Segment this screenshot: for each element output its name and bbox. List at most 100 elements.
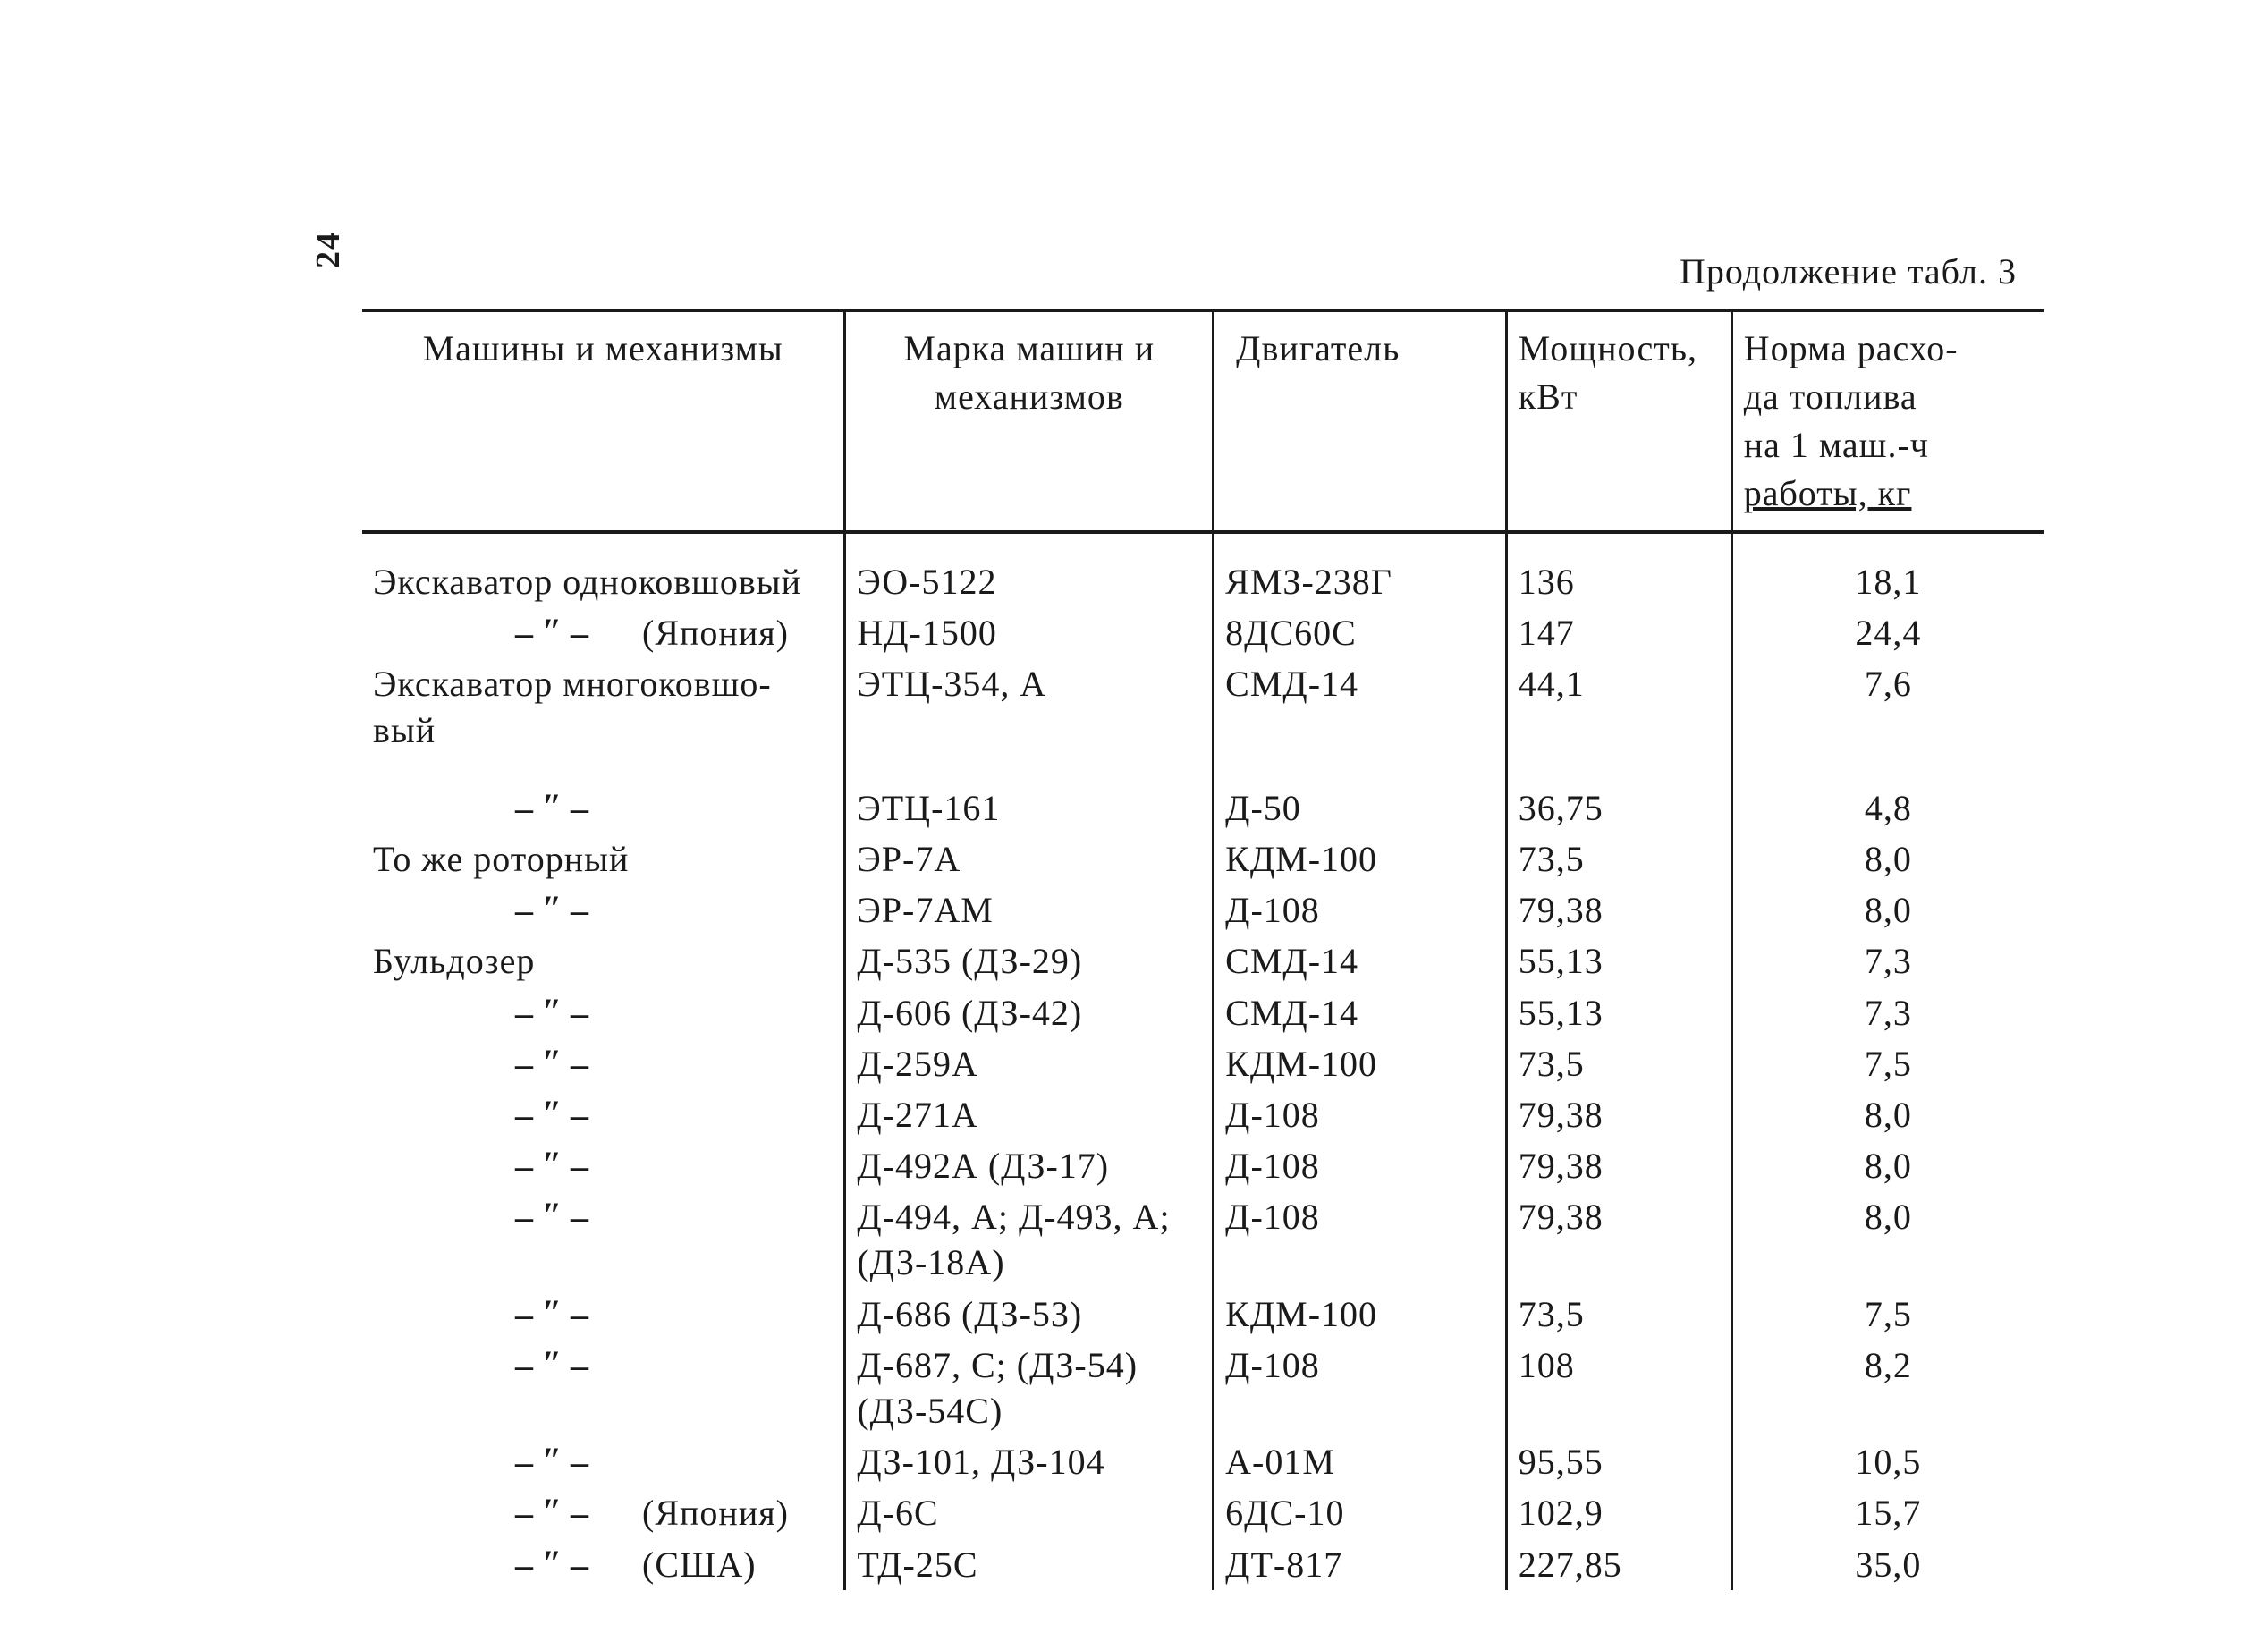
cell-mark: ЭТЦ-354, А — [845, 658, 1214, 755]
cell-mark: Д-686 (ДЗ-53) — [845, 1289, 1214, 1340]
cell-engine: КДМ-100 — [1214, 833, 1507, 884]
machine-ditto: –″– — [373, 1345, 632, 1385]
cell-norm: 35,0 — [1731, 1539, 2044, 1590]
cell-mark: Д-687, С; (ДЗ-54)(ДЗ-54С) — [845, 1340, 1214, 1436]
machine-suffix: (Япония) — [632, 613, 789, 653]
mark-value: ЭР-7А — [857, 839, 961, 879]
cell-norm: 24,4 — [1731, 607, 2044, 658]
cell-power: 95,55 — [1506, 1436, 1731, 1487]
cell-machine: То же роторный — [362, 833, 845, 884]
machine-label: вый — [373, 710, 436, 750]
machine-ditto: –″– — [373, 1442, 632, 1482]
cell-engine: Д-108 — [1214, 1089, 1507, 1140]
cell-power: 36,75 — [1506, 783, 1731, 833]
cell-mark: Д-492А (ДЗ-17) — [845, 1140, 1214, 1191]
table-row: Экскаватор многоковшо-выйЭТЦ-354, АСМД-1… — [362, 658, 2044, 755]
cell-machine: –″– — [362, 1089, 845, 1140]
cell-power: 227,85 — [1506, 1539, 1731, 1590]
ditto-mark: –″– — [471, 990, 632, 1036]
col-header-norm-l1: Норма расхо- — [1744, 328, 1959, 368]
machine-label: Экскаватор одноковшовый — [373, 562, 801, 602]
cell-engine: 6ДС-10 — [1214, 1487, 1507, 1538]
ditto-mark: –″– — [471, 785, 632, 831]
cell-mark: Д-271А — [845, 1089, 1214, 1140]
machine-ditto: –″– — [373, 1095, 632, 1135]
mark-value: Д-6С — [857, 1493, 938, 1533]
cell-engine: Д-50 — [1214, 783, 1507, 833]
col-header-machine: Машины и механизмы — [362, 310, 845, 532]
table-row: –″–ЭР-7АМД-10879,388,0 — [362, 884, 2044, 935]
cell-mark: Д-606 (ДЗ-42) — [845, 987, 1214, 1038]
table-row: –″–ДЗ-101, ДЗ-104А-01М95,5510,5 — [362, 1436, 2044, 1487]
cell-machine: –″– (Япония) — [362, 1487, 845, 1538]
mark-value: Д-535 (ДЗ-29) — [857, 941, 1082, 981]
table-header-row: Машины и механизмы Марка машин и механиз… — [362, 310, 2044, 532]
mark-value: Д-494, А; Д-493, А; — [857, 1197, 1170, 1237]
table-row: –″– ЭТЦ-161Д-5036,754,8 — [362, 783, 2044, 833]
mark-value: ЭР-7АМ — [857, 890, 993, 930]
cell-norm: 7,3 — [1731, 987, 2044, 1038]
cell-engine: СМД-14 — [1214, 935, 1507, 986]
mark-value: ЭО-5122 — [857, 562, 996, 602]
machine-label: Бульдозер — [373, 941, 535, 981]
machine-ditto: –″– — [373, 1197, 632, 1237]
table-row: –″–Д-606 (ДЗ-42)СМД-1455,137,3 — [362, 987, 2044, 1038]
mark-value: ЭТЦ-354, А — [857, 664, 1046, 704]
cell-machine: –″– — [362, 1191, 845, 1288]
cell-norm: 7,5 — [1731, 1038, 2044, 1089]
machine-ditto: –″– — [373, 788, 632, 828]
machine-label: Экскаватор многоковшо- — [373, 664, 772, 704]
cell-machine: –″– — [362, 987, 845, 1038]
spacer-cell — [1731, 756, 2044, 783]
mark-value: Д-687, С; (ДЗ-54) — [857, 1345, 1138, 1385]
mark-value: Д-606 (ДЗ-42) — [857, 993, 1082, 1033]
ditto-mark: –″– — [471, 1490, 632, 1536]
ditto-mark: –″– — [471, 1041, 632, 1087]
machine-ditto: –″– — [373, 1294, 632, 1334]
spacer-cell — [1214, 756, 1507, 783]
cell-power: 108 — [1506, 1340, 1731, 1436]
machine-label: То же роторный — [373, 839, 629, 879]
ditto-mark: –″– — [471, 610, 632, 656]
cell-norm: 7,6 — [1731, 658, 2044, 755]
table-row: Экскаватор одноковшовыйЭО-5122ЯМЗ-238Г13… — [362, 532, 2044, 607]
cell-machine: –″– — [362, 1289, 845, 1340]
cell-engine: 8ДС60С — [1214, 607, 1507, 658]
table-row: –″–Д-686 (ДЗ-53)КДМ-10073,57,5 — [362, 1289, 2044, 1340]
table-row — [362, 756, 2044, 783]
cell-machine: –″– (США) — [362, 1539, 845, 1590]
cell-machine: –″– — [362, 1038, 845, 1089]
cell-norm: 8,0 — [1731, 833, 2044, 884]
mark-value: Д-686 (ДЗ-53) — [857, 1294, 1082, 1334]
cell-mark: Д-535 (ДЗ-29) — [845, 935, 1214, 986]
cell-machine: Бульдозер — [362, 935, 845, 986]
cell-machine: –″– (Япония) — [362, 607, 845, 658]
cell-engine: КДМ-100 — [1214, 1038, 1507, 1089]
cell-engine: Д-108 — [1214, 1340, 1507, 1436]
cell-power: 79,38 — [1506, 884, 1731, 935]
mark-value: Д-259А — [857, 1044, 978, 1084]
cell-norm: 4,8 — [1731, 783, 2044, 833]
cell-norm: 8,0 — [1731, 884, 2044, 935]
cell-machine: –″– — [362, 884, 845, 935]
ditto-mark: –″– — [471, 1194, 632, 1240]
cell-engine: СМД-14 — [1214, 987, 1507, 1038]
table-row: –″–Д-271АД-10879,388,0 — [362, 1089, 2044, 1140]
cell-machine: –″– — [362, 783, 845, 833]
machine-ditto: –″– — [373, 993, 632, 1033]
col-header-norm-l2: да топлива — [1744, 377, 1917, 417]
cell-norm: 8,0 — [1731, 1140, 2044, 1191]
col-header-norm-l4: работы, кг — [1744, 473, 1912, 513]
col-header-engine: Двигатель — [1214, 310, 1507, 532]
page-number: 24 — [309, 231, 348, 268]
cell-power: 55,13 — [1506, 935, 1731, 986]
data-table: Машины и механизмы Марка машин и механиз… — [362, 309, 2044, 1590]
cell-mark: ЭТЦ-161 — [845, 783, 1214, 833]
cell-mark: Д-259А — [845, 1038, 1214, 1089]
cell-power: 102,9 — [1506, 1487, 1731, 1538]
cell-norm: 8,0 — [1731, 1089, 2044, 1140]
mark-value: Д-492А (ДЗ-17) — [857, 1146, 1109, 1186]
cell-power: 79,38 — [1506, 1191, 1731, 1288]
table-row: –″– (Япония)Д-6С6ДС-10102,915,7 — [362, 1487, 2044, 1538]
cell-mark: ДЗ-101, ДЗ-104 — [845, 1436, 1214, 1487]
